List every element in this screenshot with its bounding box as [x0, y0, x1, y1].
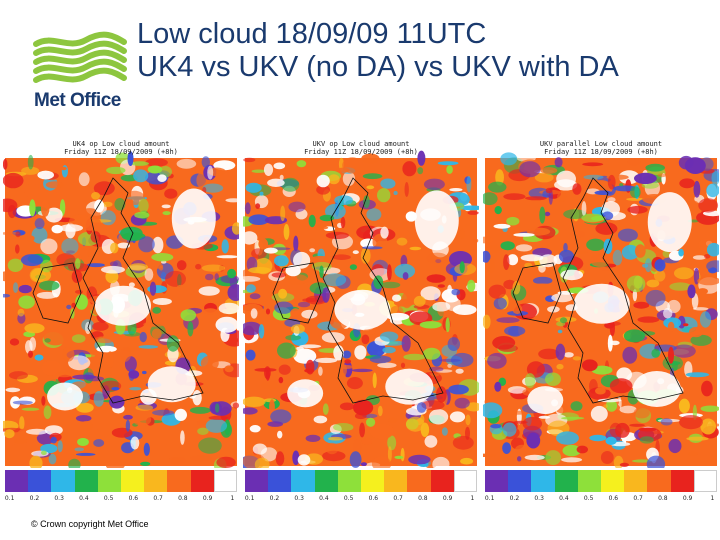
colorbar-tick-label: 0.4 — [559, 495, 569, 502]
panel-header-ukv-da: UKV parallel Low cloud amount Friday 11Z… — [483, 140, 719, 156]
colorbar-tick-label: 0.5 — [103, 495, 114, 502]
cloud-map-ukv-no-da — [243, 150, 479, 468]
colorbar-tick-label: 0.4 — [79, 495, 89, 502]
colorbar-swatch — [670, 470, 694, 492]
map-panel-uk4: UK4 op Low cloud amount Friday 11Z 18/09… — [3, 138, 239, 506]
colorbar-swatch — [554, 470, 578, 492]
colorbar-swatch — [268, 470, 292, 492]
colorbar-swatch — [647, 470, 671, 492]
colorbar-swatch — [291, 470, 315, 492]
colorbar-swatch — [144, 470, 168, 492]
colorbar-swatch — [508, 470, 532, 492]
colorbar-tick-label: 0.9 — [682, 495, 693, 502]
panel-header-line-2: Friday 11Z 18/09/2009 (+8h) — [64, 148, 178, 156]
colorbar-tick-label: 0.3 — [294, 495, 304, 502]
colorbar-tick-label: 0.9 — [202, 495, 213, 502]
colorbar-tick-label: 0.1 — [244, 495, 255, 502]
colorbar-ticks: 0.1 0.2 0.3 0.4 0.5 0.6 0.7 0.8 0.9 1 — [245, 495, 477, 504]
colorbar-swatch — [485, 470, 509, 492]
colorbar-swatch — [213, 470, 238, 492]
colorbar-tick-label: 0.6 — [368, 495, 379, 502]
colorbar — [245, 470, 478, 492]
colorbar-swatch — [624, 470, 648, 492]
colorbar-swatch — [361, 470, 385, 492]
colorbar-swatch — [430, 470, 454, 492]
colorbar-tick-label: 0.8 — [418, 495, 428, 502]
map-panel-ukv-da: UKV parallel Low cloud amount Friday 11Z… — [483, 138, 719, 506]
panel-header-line-1: UKV op Low cloud amount — [312, 140, 410, 148]
colorbar-tick-label: 0.7 — [153, 495, 163, 502]
wave-icon — [33, 31, 127, 83]
colorbar-tick-label: 0.3 — [534, 495, 544, 502]
cloud-map-uk4 — [3, 151, 239, 468]
colorbar — [5, 470, 238, 492]
colorbar-tick-label: 0.8 — [178, 495, 188, 502]
colorbar-swatch — [337, 470, 362, 492]
colorbar-tick-label: 0.6 — [608, 495, 619, 502]
colorbar-swatch — [28, 470, 52, 492]
colorbar-swatch — [167, 470, 191, 492]
cloud-map-ukv-da — [483, 152, 719, 468]
map-panel-ukv-no-da: UKV op Low cloud amount Friday 11Z 18/09… — [243, 138, 479, 506]
colorbar-tick-label: 0.5 — [583, 495, 594, 502]
panel-header-line-1: UK4 op Low cloud amount — [72, 140, 170, 148]
colorbar-swatch — [577, 470, 602, 492]
colorbar-tick-label: 1 — [230, 495, 235, 502]
colorbar-tick-label: 0.1 — [4, 495, 15, 502]
colorbar-swatch — [51, 470, 75, 492]
title-line-1: Low cloud 18/09/09 11UTC — [137, 18, 487, 50]
copyright-notice: © Crown copyright Met Office — [31, 519, 149, 529]
panel-header-line-1: UKV parallel Low cloud amount — [539, 140, 663, 148]
colorbar-swatch — [531, 470, 555, 492]
panel-header-line-2: Friday 11Z 18/09/2009 (+8h) — [544, 148, 658, 156]
colorbar-swatch — [314, 470, 338, 492]
colorbar-swatch — [74, 470, 98, 492]
logo-text: Met Office — [34, 90, 121, 111]
colorbar-tick-label: 0.3 — [54, 495, 64, 502]
colorbar-tick-label: 0.1 — [484, 495, 495, 502]
panel-header-uk4: UK4 op Low cloud amount Friday 11Z 18/09… — [3, 140, 239, 156]
slide-title: Low cloud 18/09/09 11UTC UK4 vs UKV (no … — [137, 18, 619, 84]
colorbar-swatch — [5, 470, 29, 492]
colorbar-tick-label: 0.6 — [128, 495, 139, 502]
colorbar-tick-label: 0.9 — [442, 495, 453, 502]
panel-header-ukv-no-da: UKV op Low cloud amount Friday 11Z 18/09… — [243, 140, 479, 156]
panel-header-line-2: Friday 11Z 18/09/2009 (+8h) — [304, 148, 418, 156]
colorbar-swatch — [384, 470, 408, 492]
colorbar-tick-label: 0.2 — [29, 495, 40, 502]
colorbar-ticks: 0.1 0.2 0.3 0.4 0.5 0.6 0.7 0.8 0.9 1 — [5, 495, 237, 504]
colorbar-tick-label: 0.4 — [319, 495, 329, 502]
colorbar-swatch — [97, 470, 122, 492]
colorbar-tick-label: 1 — [710, 495, 715, 502]
met-office-logo: Met Office — [30, 28, 130, 120]
colorbar-swatch — [453, 470, 478, 492]
colorbar-ticks: 0.1 0.2 0.3 0.4 0.5 0.6 0.7 0.8 0.9 1 — [485, 495, 717, 504]
colorbar-tick-label: 0.2 — [509, 495, 520, 502]
colorbar-swatch — [245, 470, 269, 492]
colorbar-swatch — [693, 470, 718, 492]
colorbar-swatch — [121, 470, 145, 492]
colorbar-tick-label: 0.5 — [343, 495, 354, 502]
colorbar-tick-label: 0.2 — [269, 495, 280, 502]
colorbar-tick-label: 0.8 — [658, 495, 668, 502]
colorbar-swatch — [190, 470, 214, 492]
title-line-2: UK4 vs UKV (no DA) vs UKV with DA — [137, 51, 619, 83]
colorbar — [485, 470, 718, 492]
colorbar-tick-label: 0.7 — [633, 495, 643, 502]
colorbar-swatch — [407, 470, 431, 492]
colorbar-swatch — [601, 470, 625, 492]
colorbar-tick-label: 0.7 — [393, 495, 403, 502]
colorbar-tick-label: 1 — [470, 495, 475, 502]
